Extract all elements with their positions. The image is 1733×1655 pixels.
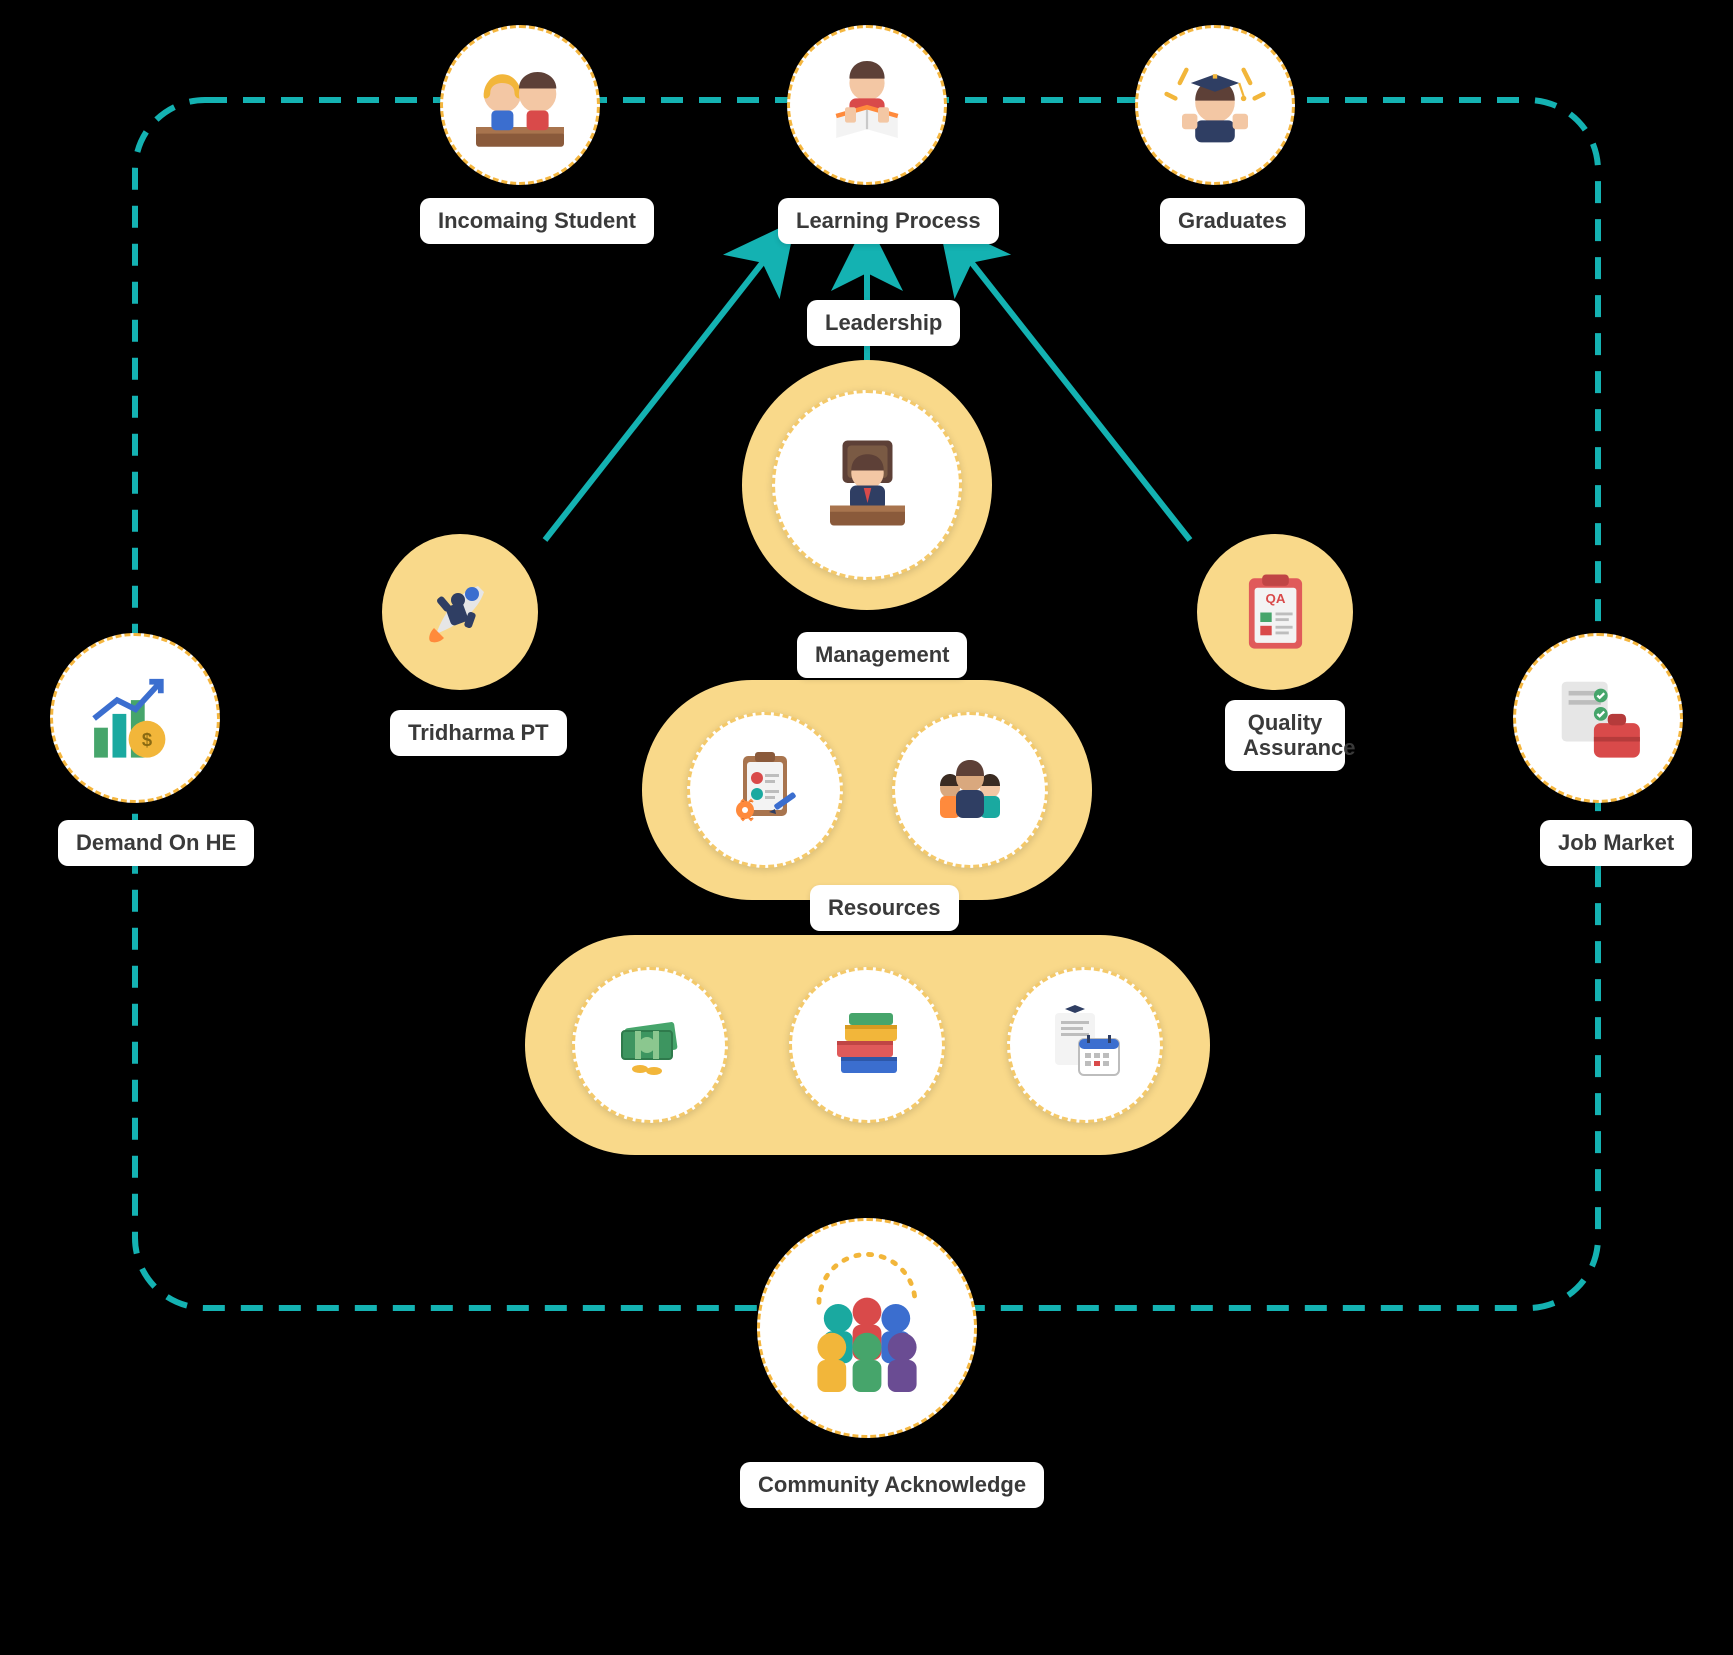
community-node bbox=[757, 1218, 977, 1438]
learning-process-label: Learning Process bbox=[778, 198, 999, 244]
management-label: Management bbox=[797, 632, 967, 678]
tridharma-label: Tridharma PT bbox=[390, 710, 567, 756]
graduate-icon bbox=[1160, 50, 1270, 160]
demand-on-he-node: $ bbox=[50, 633, 220, 803]
demand-icon: $ bbox=[78, 661, 193, 776]
learning-process-node bbox=[787, 25, 947, 185]
incoming-student-label: Incomaing Student bbox=[420, 198, 654, 244]
rocketman-icon bbox=[410, 562, 510, 662]
jobmarket-icon bbox=[1541, 661, 1656, 776]
job-market-label: Job Market bbox=[1540, 820, 1692, 866]
management-plan-circle bbox=[687, 712, 843, 868]
clipboard-plan-icon bbox=[715, 740, 815, 840]
books-icon bbox=[817, 995, 917, 1095]
incoming-student-node bbox=[440, 25, 600, 185]
graduates-label: Graduates bbox=[1160, 198, 1305, 244]
job-market-node bbox=[1513, 633, 1683, 803]
demand-on-he-label: Demand On HE bbox=[58, 820, 254, 866]
quality-assurance-label: Quality Assurance bbox=[1225, 700, 1345, 771]
graduates-node bbox=[1135, 25, 1295, 185]
svg-text:$: $ bbox=[141, 729, 151, 750]
management-team-circle bbox=[892, 712, 1048, 868]
calendar-doc-icon bbox=[1035, 995, 1135, 1095]
resources-books-circle bbox=[789, 967, 945, 1123]
svg-text:QA: QA bbox=[1265, 591, 1285, 606]
resources-money-circle bbox=[572, 967, 728, 1123]
leadership-label: Leadership bbox=[807, 300, 960, 346]
leader-icon bbox=[805, 423, 930, 548]
tridharma-node bbox=[382, 534, 538, 690]
students-icon bbox=[465, 50, 575, 160]
resources-calendar-circle bbox=[1007, 967, 1163, 1123]
money-icon bbox=[600, 995, 700, 1095]
community-label: Community Acknowledge bbox=[740, 1462, 1044, 1508]
leadership-circle bbox=[772, 390, 962, 580]
community-icon bbox=[787, 1248, 947, 1408]
quality-assurance-node: QA bbox=[1197, 534, 1353, 690]
team-icon bbox=[920, 740, 1020, 840]
resources-label: Resources bbox=[810, 885, 959, 931]
reader-icon bbox=[812, 50, 922, 160]
qa-icon: QA bbox=[1228, 565, 1323, 660]
